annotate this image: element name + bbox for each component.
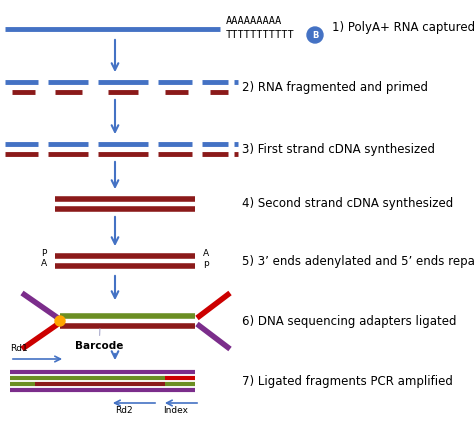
Text: TTTTTTTTTTT: TTTTTTTTTTT	[226, 30, 295, 40]
Text: 3) First strand cDNA synthesized: 3) First strand cDNA synthesized	[242, 142, 435, 155]
Text: p: p	[203, 259, 209, 268]
Text: B: B	[312, 30, 318, 39]
Text: Index: Index	[163, 406, 188, 415]
Text: A: A	[41, 259, 47, 268]
Circle shape	[55, 316, 65, 326]
Text: 5) 3’ ends adenylated and 5’ ends repaired: 5) 3’ ends adenylated and 5’ ends repair…	[242, 254, 474, 268]
Text: Rd2: Rd2	[115, 406, 133, 415]
Circle shape	[307, 27, 323, 43]
Text: 4) Second strand cDNA synthesized: 4) Second strand cDNA synthesized	[242, 197, 453, 211]
Text: Barcode: Barcode	[75, 329, 123, 351]
Text: Rd1: Rd1	[10, 344, 28, 353]
Text: 7) Ligated fragments PCR amplified: 7) Ligated fragments PCR amplified	[242, 375, 453, 387]
Text: 1) PolyA+ RNA captured: 1) PolyA+ RNA captured	[332, 21, 474, 33]
Text: A: A	[203, 248, 209, 257]
Text: P: P	[41, 248, 46, 257]
Text: 2) RNA fragmented and primed: 2) RNA fragmented and primed	[242, 81, 428, 94]
Text: AAAAAAAAA: AAAAAAAAA	[226, 16, 282, 26]
Text: 6) DNA sequencing adapters ligated: 6) DNA sequencing adapters ligated	[242, 314, 456, 327]
